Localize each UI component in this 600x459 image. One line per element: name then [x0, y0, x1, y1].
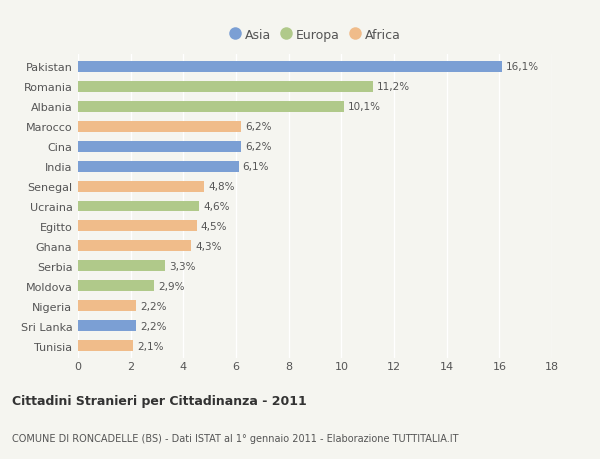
- Text: 3,3%: 3,3%: [169, 261, 196, 271]
- Text: 6,1%: 6,1%: [242, 162, 269, 172]
- Text: 2,1%: 2,1%: [137, 341, 164, 351]
- Text: 4,6%: 4,6%: [203, 202, 230, 212]
- Bar: [78, 141, 241, 152]
- Bar: [78, 101, 344, 112]
- Bar: [78, 281, 154, 292]
- Text: 2,9%: 2,9%: [158, 281, 185, 291]
- Text: 4,8%: 4,8%: [208, 182, 235, 191]
- Bar: [78, 321, 136, 331]
- Text: 4,5%: 4,5%: [200, 222, 227, 231]
- Bar: [78, 121, 241, 132]
- Text: 16,1%: 16,1%: [506, 62, 539, 72]
- Bar: [78, 82, 373, 92]
- Text: 4,3%: 4,3%: [195, 241, 221, 252]
- Text: 6,2%: 6,2%: [245, 122, 272, 132]
- Bar: [78, 221, 197, 232]
- Bar: [78, 181, 205, 192]
- Bar: [78, 62, 502, 73]
- Bar: [78, 301, 136, 312]
- Bar: [78, 261, 165, 272]
- Bar: [78, 241, 191, 252]
- Legend: Asia, Europa, Africa: Asia, Europa, Africa: [226, 25, 404, 45]
- Text: 2,2%: 2,2%: [140, 301, 166, 311]
- Text: 10,1%: 10,1%: [348, 102, 381, 112]
- Bar: [78, 201, 199, 212]
- Text: 6,2%: 6,2%: [245, 142, 272, 152]
- Bar: [78, 161, 239, 172]
- Text: COMUNE DI RONCADELLE (BS) - Dati ISTAT al 1° gennaio 2011 - Elaborazione TUTTITA: COMUNE DI RONCADELLE (BS) - Dati ISTAT a…: [12, 433, 458, 442]
- Bar: [78, 341, 133, 352]
- Text: Cittadini Stranieri per Cittadinanza - 2011: Cittadini Stranieri per Cittadinanza - 2…: [12, 394, 307, 407]
- Text: 11,2%: 11,2%: [377, 82, 410, 92]
- Text: 2,2%: 2,2%: [140, 321, 166, 331]
